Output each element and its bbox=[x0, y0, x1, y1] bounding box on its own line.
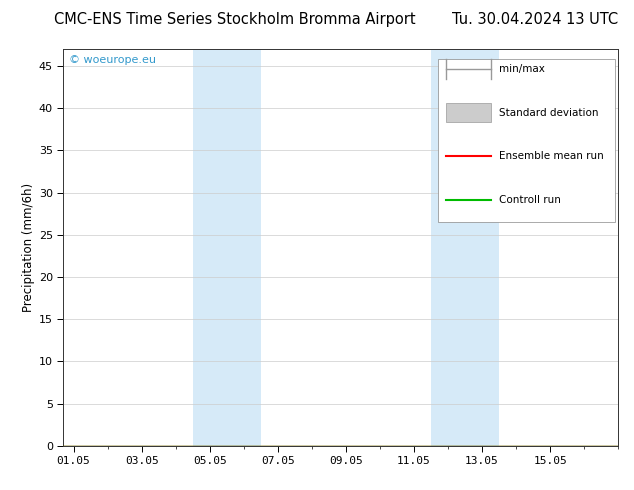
Text: Controll run: Controll run bbox=[499, 195, 560, 205]
Bar bbox=[438, 59, 616, 221]
Y-axis label: Precipitation (mm/6h): Precipitation (mm/6h) bbox=[22, 183, 35, 312]
Text: CMC-ENS Time Series Stockholm Bromma Airport: CMC-ENS Time Series Stockholm Bromma Air… bbox=[54, 12, 415, 27]
Bar bbox=[431, 49, 499, 446]
Text: © woeurope.eu: © woeurope.eu bbox=[69, 55, 156, 65]
Text: Tu. 30.04.2024 13 UTC: Tu. 30.04.2024 13 UTC bbox=[452, 12, 618, 27]
Text: Ensemble mean run: Ensemble mean run bbox=[499, 151, 604, 161]
Text: Standard deviation: Standard deviation bbox=[499, 107, 598, 118]
Bar bbox=[193, 49, 261, 446]
Text: min/max: min/max bbox=[499, 64, 545, 74]
Bar bbox=[446, 102, 491, 122]
